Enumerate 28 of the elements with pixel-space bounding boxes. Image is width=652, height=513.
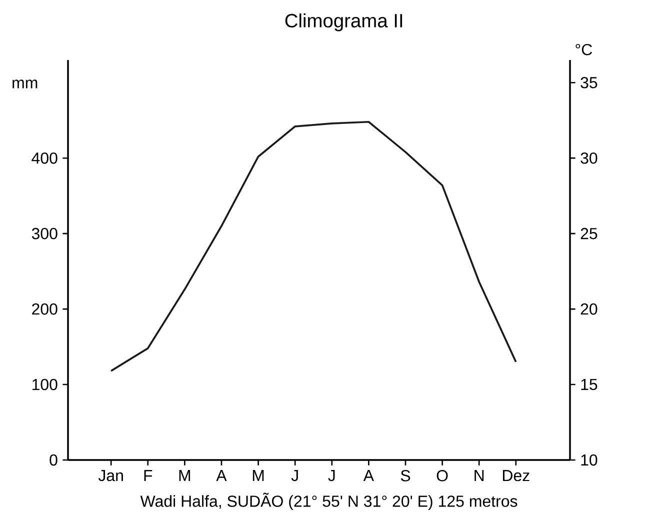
x-tick-label: J bbox=[328, 470, 335, 482]
y-tick-label: 400 bbox=[32, 152, 58, 164]
x-tick-label: M bbox=[179, 470, 190, 482]
chart-title: Climograma II bbox=[285, 13, 402, 32]
x-tick-label: M bbox=[252, 470, 264, 482]
y2-tick-label: 25 bbox=[580, 228, 598, 240]
y2-tick-label: 30 bbox=[580, 152, 598, 164]
y-tick-label: 100 bbox=[32, 378, 58, 390]
x-tick-label: A bbox=[363, 470, 374, 482]
x-tick-label: A bbox=[216, 470, 227, 482]
x-tick-label: J bbox=[291, 470, 298, 482]
line-series bbox=[110, 120, 517, 372]
x-tick-label: O bbox=[436, 470, 448, 482]
x-tick-label: S bbox=[400, 470, 410, 482]
y2-tick-label: 35 bbox=[580, 76, 598, 88]
y2-tick-label: 20 bbox=[580, 303, 598, 315]
x-tick-label: N bbox=[474, 470, 484, 482]
x-tick-label: Jan bbox=[98, 470, 123, 482]
text: Wadi Halfa, SUDÃO (21° 55' N 31° 20' E) 125 metros bbox=[140, 492, 518, 510]
y-axis-title: mm bbox=[12, 80, 38, 88]
y-tick-label: 200 bbox=[32, 303, 58, 315]
x-tick-label: Dez bbox=[502, 470, 530, 482]
y2-tick-label: 15 bbox=[581, 378, 598, 390]
y-tick-label: 0 bbox=[50, 454, 58, 466]
x-tick-label: F bbox=[144, 470, 152, 482]
y2-axis-title: °C bbox=[576, 44, 592, 56]
y-tick-label: 300 bbox=[32, 228, 58, 240]
y2-tick-label: 10 bbox=[581, 454, 598, 466]
